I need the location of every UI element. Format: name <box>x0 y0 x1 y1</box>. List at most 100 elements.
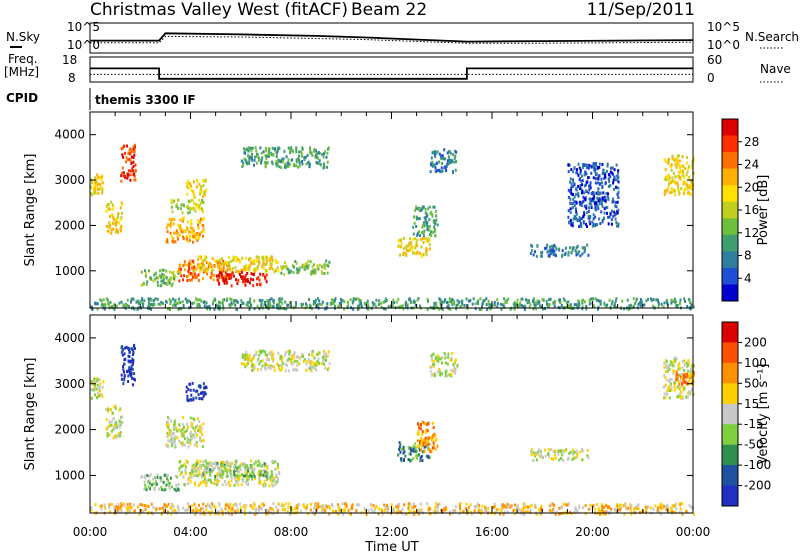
power-cell <box>121 211 123 215</box>
power-cell <box>673 158 676 162</box>
power-cell <box>231 258 234 262</box>
velocity-cell <box>254 460 257 464</box>
velocity-cell <box>93 377 96 381</box>
power-cell <box>597 307 599 311</box>
velocity-echo-region <box>191 461 268 479</box>
velocity-cell <box>377 512 380 516</box>
velocity-cell <box>438 502 441 506</box>
velocity-cell <box>508 503 511 507</box>
velocity-cell <box>428 512 431 516</box>
velocity-cell <box>409 446 412 450</box>
velocity-cell <box>98 378 101 382</box>
velocity-cell <box>423 445 426 449</box>
velocity-cell <box>217 510 220 514</box>
power-colorbar-tick-label: 4 <box>744 271 752 285</box>
velocity-cell <box>243 353 246 357</box>
velocity-cell <box>365 512 368 516</box>
power-cell <box>668 179 671 183</box>
power-cell <box>324 267 327 270</box>
velocity-cell <box>206 468 209 472</box>
velocity-cell <box>266 363 269 367</box>
velocity-cell <box>175 426 178 430</box>
velocity-echo-region <box>429 352 459 378</box>
velocity-cell <box>216 477 219 481</box>
power-cell <box>121 166 124 170</box>
power-cell <box>246 278 249 281</box>
power-cell <box>686 186 689 190</box>
power-cell <box>444 298 447 302</box>
velocity-cell <box>184 437 186 441</box>
power-cell <box>647 297 649 301</box>
velocity-cell <box>199 391 202 395</box>
velocity-cell <box>446 373 449 377</box>
velocity-cell <box>238 477 241 481</box>
power-cell <box>203 300 206 304</box>
power-cell <box>110 213 113 217</box>
power-cell <box>255 149 258 153</box>
velocity-cell <box>103 504 106 508</box>
power-cell <box>247 154 250 158</box>
velocity-cell <box>122 365 125 368</box>
velocity-cell <box>420 423 422 426</box>
velocity-cell <box>235 474 238 478</box>
velocity-cell <box>627 506 629 510</box>
velocity-cell <box>312 506 315 510</box>
velocity-cell <box>196 424 199 428</box>
power-cell <box>279 305 282 309</box>
velocity-cell <box>113 405 116 409</box>
power-cell <box>416 217 418 221</box>
power-cell <box>571 184 574 188</box>
power-cell <box>670 301 673 305</box>
power-cell <box>92 188 95 192</box>
velocity-cell <box>161 506 164 510</box>
velocity-cell <box>170 444 173 448</box>
power-cell <box>516 303 519 307</box>
velocity-cell <box>604 510 607 514</box>
power-cell <box>188 238 191 242</box>
velocity-cell <box>240 483 243 487</box>
velocity-colorbar-segment <box>722 342 738 364</box>
velocity-echo-region <box>240 349 331 373</box>
velocity-cell <box>293 507 296 511</box>
velocity-cell <box>185 422 188 426</box>
velocity-cell <box>412 502 415 506</box>
velocity-cell <box>94 393 96 397</box>
velocity-cell <box>128 350 131 354</box>
velocity-cell <box>439 369 442 373</box>
velocity-cell <box>681 366 684 370</box>
velocity-cell <box>465 502 468 506</box>
power-cell <box>597 177 600 181</box>
velocity-cell <box>198 427 201 431</box>
velocity-cell <box>245 352 248 356</box>
power-cell <box>173 274 176 278</box>
power-cell <box>321 272 323 276</box>
power-cell <box>183 229 186 232</box>
velocity-cell <box>436 370 439 374</box>
velocity-cell <box>412 444 415 448</box>
velocity-cell <box>271 484 274 488</box>
power-cell <box>291 158 294 162</box>
power-cell <box>234 266 237 270</box>
power-cell <box>415 207 418 210</box>
velocity-cell <box>181 423 184 427</box>
power-cell <box>132 173 135 177</box>
power-cell <box>441 154 444 158</box>
power-cell <box>165 276 168 280</box>
power-cell <box>554 245 557 249</box>
velocity-cell <box>202 393 205 397</box>
power-cell <box>101 181 104 185</box>
power-cell <box>291 264 294 268</box>
velocity-cell <box>187 440 190 444</box>
velocity-cell <box>154 476 157 480</box>
velocity-cell <box>251 477 254 481</box>
power-cell <box>273 301 275 305</box>
velocity-cell <box>194 466 197 470</box>
velocity-colorbar-segment <box>722 403 738 425</box>
power-cell <box>242 161 245 165</box>
velocity-cell <box>421 420 424 424</box>
velocity-cell <box>117 506 120 510</box>
power-cell <box>687 167 690 170</box>
power-cell <box>262 258 265 262</box>
power-cell <box>190 263 193 267</box>
